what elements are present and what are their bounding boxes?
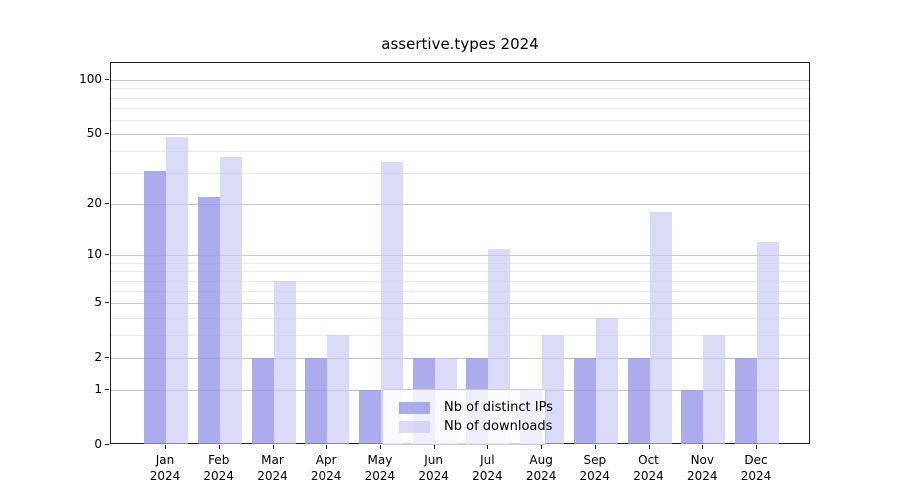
bar-downloads-may xyxy=(380,161,403,444)
bar-downloads-mar xyxy=(273,280,296,444)
gridline-minor xyxy=(111,97,809,99)
bar-distinct-ips-mar xyxy=(251,358,274,444)
x-axis-tick xyxy=(326,445,328,449)
y-axis-tick xyxy=(105,444,109,445)
x-axis-tick xyxy=(541,445,543,449)
gridline-minor xyxy=(111,88,809,90)
x-axis-tick xyxy=(272,445,274,449)
x-axis-tick xyxy=(756,445,757,449)
x-axis-tick xyxy=(433,445,435,449)
x-axis-month-label: Feb 2024 xyxy=(203,453,234,483)
y-axis-tick-label: 100 xyxy=(79,72,102,86)
legend-swatch-downloads xyxy=(399,420,430,433)
x-axis-month-label: Nov 2024 xyxy=(687,453,718,483)
plot-area: Nb of distinct IPs Nb of downloads xyxy=(110,62,810,445)
gridline-major xyxy=(111,134,809,136)
x-axis-month-label: Jan 2024 xyxy=(149,453,181,483)
gridline-major xyxy=(111,255,809,257)
bar-downloads-apr xyxy=(327,335,350,444)
y-axis-tick-label: 10 xyxy=(86,247,102,262)
bar-downloads-feb xyxy=(219,157,242,444)
bar-distinct-ips-sep xyxy=(573,358,596,444)
x-axis-tick xyxy=(218,445,220,449)
x-axis-tick xyxy=(379,445,381,449)
chart-title: assertive.types 2024 xyxy=(381,35,539,53)
gridline-minor xyxy=(111,280,809,282)
bar-downloads-nov xyxy=(703,335,726,444)
x-axis-tick xyxy=(165,445,166,449)
y-axis-tick-label: 20 xyxy=(86,196,102,211)
gridline-minor xyxy=(111,151,809,153)
gridline-minor xyxy=(111,119,809,121)
gridline-minor xyxy=(111,107,809,109)
y-axis-tick xyxy=(105,357,109,359)
gridline-major xyxy=(111,303,809,305)
gridline-minor xyxy=(111,173,809,175)
bar-downloads-dec xyxy=(757,242,779,444)
bar-distinct-ips-may xyxy=(358,390,381,444)
x-axis-month-label: Oct 2024 xyxy=(633,453,664,483)
x-axis-month-label: Mar 2024 xyxy=(257,453,288,483)
bar-distinct-ips-oct xyxy=(627,358,650,444)
y-axis-tick-label: 2 xyxy=(94,350,102,365)
x-axis-month-label: Dec 2024 xyxy=(740,453,772,483)
gridline-major xyxy=(111,80,809,81)
bar-downloads-oct xyxy=(649,212,672,444)
legend-item-distinct-ips: Nb of distinct IPs xyxy=(399,399,553,416)
y-axis-tick xyxy=(105,79,109,80)
gridline-major xyxy=(111,204,809,206)
x-axis-month-label: Jun 2024 xyxy=(418,453,449,483)
x-axis-month-label: Apr 2024 xyxy=(310,453,342,483)
y-axis-tick xyxy=(105,254,109,256)
x-axis-tick xyxy=(648,445,650,449)
x-axis-month-label: Sep 2024 xyxy=(579,453,611,483)
bar-downloads-aug xyxy=(542,335,565,444)
gridline-minor xyxy=(111,317,809,319)
legend-label-downloads: Nb of downloads xyxy=(444,419,553,434)
gridline-major xyxy=(111,358,809,360)
x-axis-month-label: Jul 2024 xyxy=(472,453,503,483)
bar-downloads-jan xyxy=(166,137,188,444)
y-axis-tick xyxy=(105,203,109,205)
legend: Nb of distinct IPs Nb of downloads xyxy=(382,389,553,445)
y-axis-tick xyxy=(105,389,109,391)
bar-distinct-ips-nov xyxy=(681,390,704,444)
bar-distinct-ips-dec xyxy=(735,358,757,444)
legend-item-downloads: Nb of downloads xyxy=(399,418,552,435)
x-axis-month-label: May 2024 xyxy=(364,453,396,483)
gridline-minor xyxy=(111,335,809,337)
y-axis-tick xyxy=(105,133,109,135)
legend-label-distinct-ips: Nb of distinct IPs xyxy=(444,400,553,415)
y-axis-tick-label: 0 xyxy=(94,437,102,451)
gridline-minor xyxy=(111,291,809,293)
x-axis-tick xyxy=(487,445,489,449)
y-axis-tick-label: 50 xyxy=(86,126,102,141)
y-axis-tick-label: 5 xyxy=(94,295,102,310)
x-axis-tick xyxy=(594,445,596,449)
y-axis-tick-label: 1 xyxy=(94,382,102,397)
bar-downloads-sep xyxy=(595,317,618,444)
bar-distinct-ips-jan xyxy=(144,170,166,444)
gridline-minor xyxy=(111,262,809,264)
bar-distinct-ips-feb xyxy=(197,197,220,444)
y-axis-tick xyxy=(105,302,109,304)
x-axis-tick xyxy=(702,445,704,449)
bar-distinct-ips-apr xyxy=(305,358,328,444)
gridline-minor xyxy=(111,271,809,273)
legend-swatch-distinct-ips xyxy=(399,401,430,414)
x-axis-month-label: Aug 2024 xyxy=(525,453,557,483)
